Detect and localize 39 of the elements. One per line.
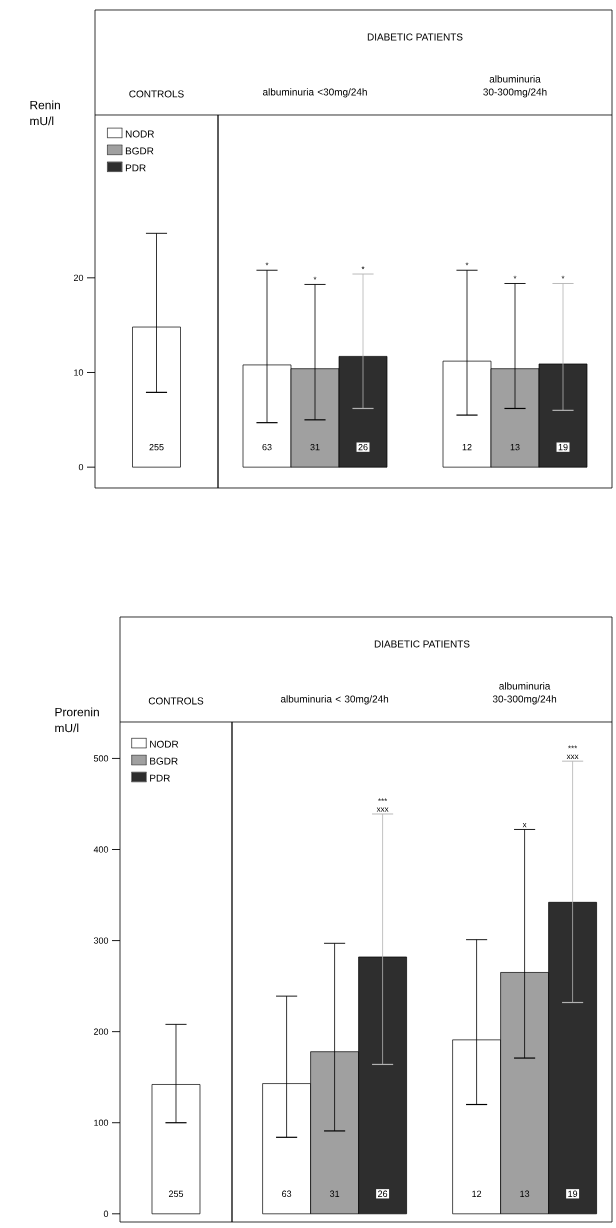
chart-title: DIABETIC PATIENTS [374,640,470,648]
chart-title: DIABETIC PATIENTS [367,33,463,41]
legend-label: BGDR [125,147,154,155]
annotation: 12 [462,444,472,451]
y-tick-label: 300 [93,937,109,944]
legend-label: PDR [150,774,170,782]
annotation: 19 [558,443,568,451]
category-label: albuminuria 30-300mg/24h [483,75,547,98]
annotation: 12 [472,1190,482,1197]
x-tick-label: CONTROLS [148,697,204,705]
y-tick-label: 0 [103,1210,109,1217]
y-axis-title: Renin mU/l [30,100,60,126]
legend-label: PDR [125,164,146,172]
category-label: albuminuria 30-300mg/24h [492,682,557,705]
annotation: 31 [310,443,320,451]
y-tick-label: 400 [93,846,109,853]
annotation: 255 [149,443,164,451]
y-tick-label: 10 [74,369,84,376]
y-tick-label: 500 [93,755,109,762]
category-label: albuminuria <30mg/24h [262,88,367,98]
annotation: 19 [568,1190,578,1197]
legend-label: NODR [125,130,154,138]
annotation: 26 [358,443,368,451]
x-tick-label: CONTROLS [129,90,184,98]
annotation: 63 [262,443,272,451]
y-tick-label: 100 [94,1119,109,1126]
y-tick-label: 20 [73,274,84,281]
legend-label: BGDR [150,757,178,765]
legend-label: NODR [150,740,179,748]
category-label: albuminuria < 30mg/24h [280,695,389,705]
y-tick-label: 200 [93,1028,109,1035]
y-tick-label: 0 [78,463,84,471]
y-axis-title: Prorenin mU/l [55,707,99,733]
annotation: 255 [168,1190,184,1197]
annotation: 13 [520,1190,530,1197]
annotation: 26 [378,1190,388,1197]
annotation: 63 [282,1190,292,1197]
annotation: 31 [329,1190,340,1197]
annotation: 13 [510,443,520,451]
